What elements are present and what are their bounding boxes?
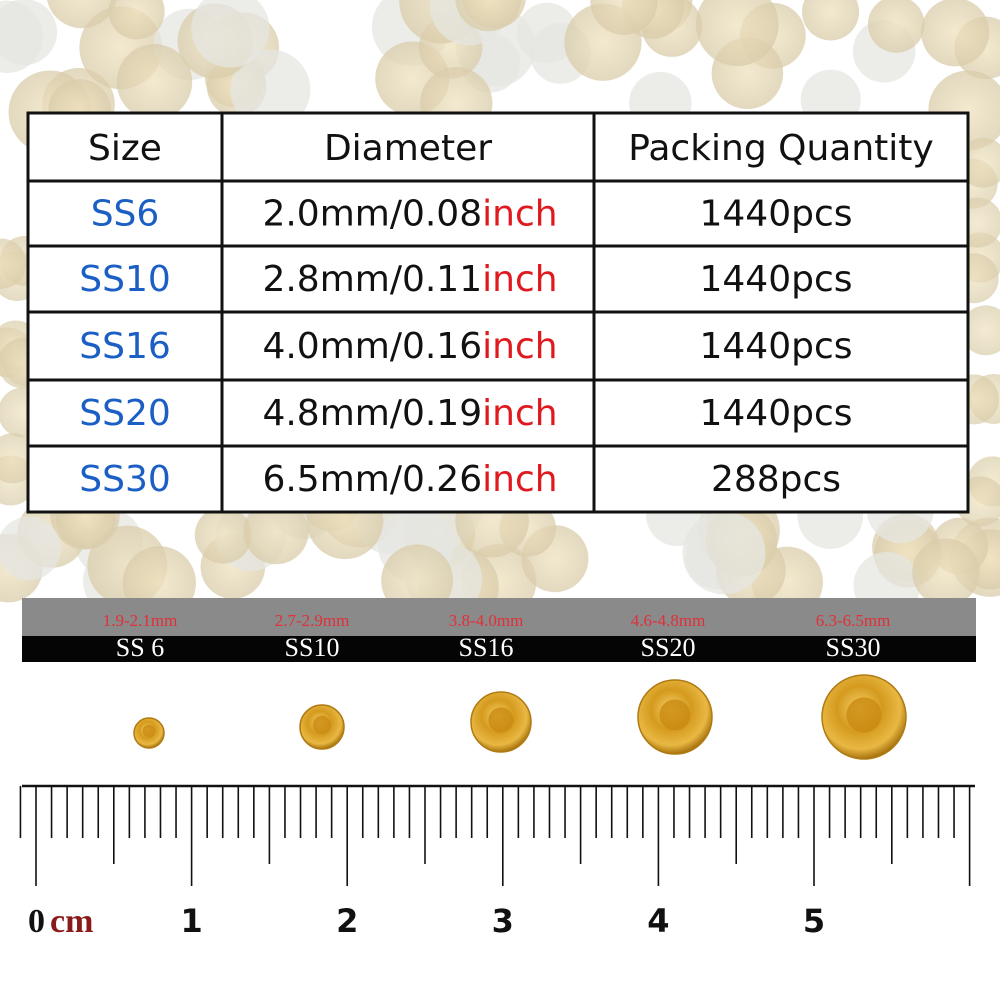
quantity-cell: 1440pcs [699,194,852,235]
size-cell: SS20 [79,393,171,434]
size-label: SS20 [641,633,696,662]
bg-stone [108,0,165,40]
ruler-zero: 0 [28,903,45,940]
size-cell: SS16 [79,326,171,367]
size-cell: SS6 [91,194,160,235]
ruler-number: 4 [647,902,669,940]
bg-stone [47,0,117,29]
range-label: 2.7-2.9mm [275,611,350,630]
range-label: 3.8-4.0mm [449,611,524,630]
range-label: 4.6-4.8mm [631,611,706,630]
diameter-value: 4.8mm/0.19 [262,393,482,434]
size-label: SS 6 [116,633,164,662]
gem-center [659,699,691,731]
gem-samples [133,674,907,760]
range-label: 1.9-2.1mm [103,611,178,630]
range-label: 6.3-6.5mm [816,611,891,630]
diameter-value: 4.0mm/0.16 [262,326,482,367]
size-cell: SS30 [79,459,171,500]
diameter-cell: 4.8mm/0.19inch [262,393,557,434]
gem-center [846,697,882,733]
size-strip: 1.9-2.1mm SS 6 2.7-2.9mm SS10 3.8-4.0mm SS16 4… [103,611,891,662]
diameter-unit: inch [482,326,557,367]
bg-stone [802,0,860,41]
quantity-cell: 1440pcs [699,326,852,367]
ruler-number: 2 [336,902,358,940]
header-cell: Size [88,128,162,169]
bg-stone [921,0,990,67]
size-label: SS10 [285,633,340,662]
bg-stone [0,516,61,581]
gem-center [142,724,156,738]
diameter-cell: 2.8mm/0.11inch [262,259,557,300]
bg-stone [230,49,311,130]
bg-stone [960,305,1000,356]
bg-stone [455,0,522,32]
bg-stone [0,238,27,289]
size-table: Size Diameter Packing Quantity SS6 2.0mm/0.0… [28,113,968,512]
quantity-cell: 1440pcs [699,259,852,300]
size-label: SS30 [826,633,881,662]
diameter-unit: inch [482,259,557,300]
bg-stone [194,506,252,564]
diameter-unit: inch [482,393,557,434]
quantity-cell: 1440pcs [699,393,852,434]
diameter-cell: 2.0mm/0.08inch [262,194,557,235]
diameter-value: 2.8mm/0.11 [262,259,482,300]
diameter-unit: inch [482,194,557,235]
size-cell: SS10 [79,259,171,300]
ruler-number: 1 [180,902,202,940]
strip-top [22,598,976,636]
diameter-unit: inch [482,459,557,500]
ruler-number: 3 [492,902,514,940]
header-cell: Diameter [324,128,492,169]
bg-stone [695,0,779,67]
gem-center [488,707,514,733]
ruler-number: 5 [803,902,825,940]
diameter-value: 6.5mm/0.26 [262,459,482,500]
bg-stone [912,538,980,607]
bg-stone [867,0,925,53]
quantity-cell: 288pcs [711,459,841,500]
bg-stone [590,0,658,35]
bg-stone [116,44,193,120]
diameter-cell: 6.5mm/0.26inch [262,459,557,500]
diameter-cell: 4.0mm/0.16inch [262,326,557,367]
header-cell: Packing Quantity [628,128,933,169]
bg-stone [682,511,766,595]
ruler-unit: cm [50,903,93,940]
bg-stone [191,0,270,68]
size-label: SS16 [459,633,514,662]
gem-center [312,715,332,735]
diameter-value: 2.0mm/0.08 [262,194,482,235]
bg-stone [0,0,44,73]
bg-stone [243,499,309,565]
ruler: 0 cm 1 2 3 4 5 [19,784,975,940]
strip-bottom [22,636,976,662]
